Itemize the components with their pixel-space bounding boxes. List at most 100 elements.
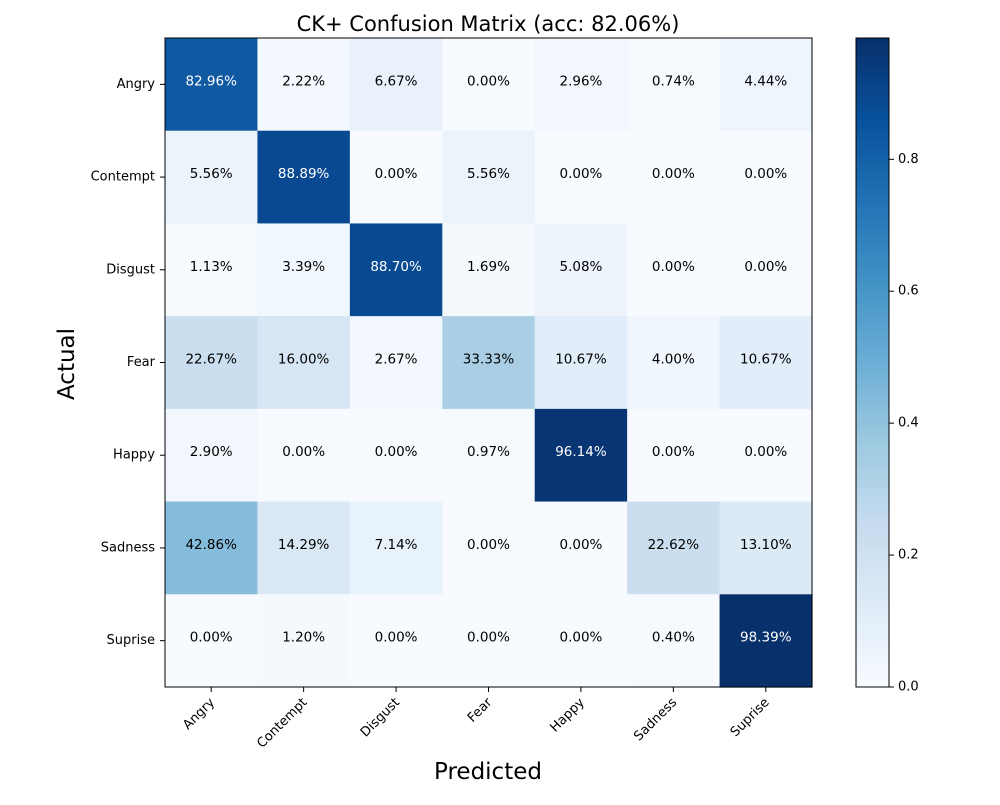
cell-value-label: 42.86% xyxy=(185,537,237,553)
heatmap-cell xyxy=(719,501,813,595)
cell-value-label: 0.00% xyxy=(375,630,418,646)
x-tick-label: Fear xyxy=(465,695,496,726)
cell-value-label: 2.90% xyxy=(190,444,233,460)
cell-value-label: 0.97% xyxy=(467,444,510,460)
cell-value-label: 0.00% xyxy=(467,537,510,553)
heatmap-cell xyxy=(442,501,536,595)
cell-value-label: 13.10% xyxy=(740,537,792,553)
cell-value-label: 10.67% xyxy=(740,352,792,368)
x-tick-label: Suprise xyxy=(728,695,773,740)
heatmap-cell xyxy=(719,223,813,317)
heatmap-cell xyxy=(719,130,813,225)
heatmap-cell xyxy=(349,38,443,132)
heatmap-cell xyxy=(165,130,259,225)
cell-value-label: 88.70% xyxy=(370,259,422,275)
cell-value-label: 2.96% xyxy=(559,73,602,89)
heatmap-cell xyxy=(349,408,443,503)
cell-value-label: 33.33% xyxy=(463,352,515,368)
heatmap-cell xyxy=(534,408,628,503)
x-tick-label: Happy xyxy=(547,695,587,735)
heatmap-cell xyxy=(442,38,536,132)
cell-value-label: 0.00% xyxy=(652,166,695,182)
heatmap-cell xyxy=(627,130,721,225)
heatmap-cell xyxy=(442,130,536,225)
heatmap-cell xyxy=(165,408,259,503)
colorbar-tick-label: 0.2 xyxy=(898,548,919,563)
cell-value-label: 0.00% xyxy=(375,166,418,182)
cell-value-label: 4.44% xyxy=(744,73,787,89)
heatmap-cell xyxy=(257,501,351,595)
heatmap-cell xyxy=(534,594,628,688)
y-tick-label: Happy xyxy=(113,448,155,463)
colorbar-tick-label: 0.0 xyxy=(898,680,919,695)
cell-value-label: 88.89% xyxy=(278,166,330,182)
cell-value-label: 1.13% xyxy=(190,259,233,275)
cell-value-label: 0.00% xyxy=(559,537,602,553)
heatmap-cell xyxy=(349,223,443,317)
cell-value-label: 2.22% xyxy=(282,73,325,89)
x-axis-label: Predicted xyxy=(434,759,542,785)
cell-value-label: 14.29% xyxy=(278,537,330,553)
heatmap-cell xyxy=(627,38,721,132)
heatmap-cell xyxy=(442,594,536,688)
cell-value-label: 5.08% xyxy=(559,259,602,275)
heatmap-cell xyxy=(627,316,721,410)
y-tick-label: Contempt xyxy=(91,170,155,185)
cell-value-label: 0.74% xyxy=(652,73,695,89)
cell-value-label: 0.00% xyxy=(744,166,787,182)
cell-value-label: 5.56% xyxy=(190,166,233,182)
heatmap-cell xyxy=(534,130,628,225)
cell-value-label: 7.14% xyxy=(375,537,418,553)
cell-value-label: 22.62% xyxy=(648,537,700,553)
cell-value-label: 0.00% xyxy=(744,259,787,275)
cell-value-label: 98.39% xyxy=(740,630,792,646)
heatmap-cell xyxy=(257,316,351,410)
heatmap-plot-area: 82.96% 2.22% 6.67% 0.00% 2.96% 0.74% 4.44% 5.56… xyxy=(91,37,813,751)
cell-value-label: 22.67% xyxy=(185,352,237,368)
heatmap-cell xyxy=(719,316,813,410)
colorbar-tick-label: 0.6 xyxy=(898,284,919,299)
cell-value-label: 4.00% xyxy=(652,352,695,368)
cell-value-label: 0.00% xyxy=(559,166,602,182)
y-tick-label: Angry xyxy=(117,77,156,92)
colorbar-fill xyxy=(856,38,889,687)
x-tick-label: Contempt xyxy=(254,695,310,751)
cell-value-label: 0.00% xyxy=(652,444,695,460)
cell-value-label: 6.67% xyxy=(375,73,418,89)
cell-value-label: 5.56% xyxy=(467,166,510,182)
heatmap-cell xyxy=(349,594,443,688)
cell-value-label: 0.40% xyxy=(652,630,695,646)
colorbar-frame xyxy=(855,37,890,688)
heatmap-cell xyxy=(257,38,351,132)
cell-value-label: 0.00% xyxy=(282,444,325,460)
y-tick-label: Fear xyxy=(127,355,156,370)
cell-value-label: 0.00% xyxy=(744,444,787,460)
heatmap-cell xyxy=(165,594,259,688)
heatmap-cell xyxy=(719,408,813,503)
x-tick-label: Angry xyxy=(180,695,218,733)
chart-title: CK+ Confusion Matrix (acc: 82.06%) xyxy=(297,12,680,36)
heatmap-cell xyxy=(165,38,259,132)
heatmap-cell xyxy=(165,223,259,317)
heatmap-cell xyxy=(534,38,628,132)
heatmap-cell xyxy=(534,223,628,317)
heatmap-cell xyxy=(627,223,721,317)
y-tick-label: Sadness xyxy=(101,540,155,555)
cell-value-label: 2.67% xyxy=(375,352,418,368)
y-tick-label: Suprise xyxy=(107,633,155,648)
cell-value-label: 1.20% xyxy=(282,630,325,646)
heatmap-cell xyxy=(165,501,259,595)
cell-value-label: 0.00% xyxy=(559,630,602,646)
cell-value-label: 96.14% xyxy=(555,444,607,460)
heatmap-cell xyxy=(257,130,351,225)
cell-value-label: 0.00% xyxy=(467,630,510,646)
cell-value-label: 82.96% xyxy=(185,73,237,89)
heatmap-cell xyxy=(349,316,443,410)
x-tick-label: Sadness xyxy=(631,695,680,744)
colorbar-tick-label: 0.4 xyxy=(898,416,919,431)
cell-value-label: 3.39% xyxy=(282,259,325,275)
colorbar-tick-label: 0.8 xyxy=(898,152,919,167)
cell-value-label: 16.00% xyxy=(278,352,330,368)
cell-value-label: 1.69% xyxy=(467,259,510,275)
